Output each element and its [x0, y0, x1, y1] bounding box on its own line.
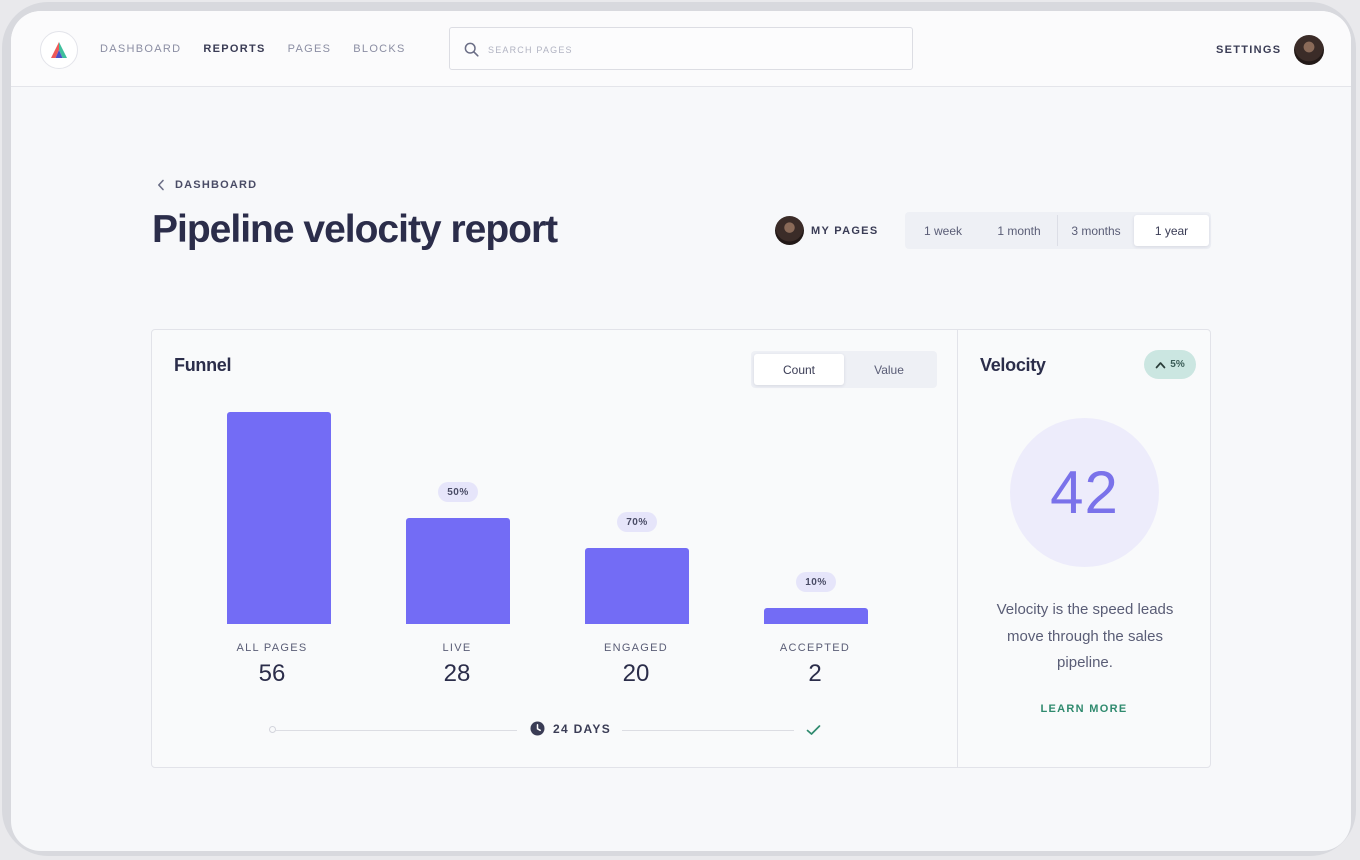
velocity-description: Velocity is the speed leads move through… — [996, 601, 1174, 671]
nav-item-blocks[interactable]: BLOCKS — [353, 43, 406, 55]
toggle-count[interactable]: Count — [754, 354, 844, 385]
search-input[interactable] — [486, 40, 890, 60]
app-screen: DASHBOARD REPORTS PAGES BLOCKS SETTINGS … — [11, 11, 1351, 851]
main-nav: DASHBOARD REPORTS PAGES BLOCKS — [100, 43, 406, 55]
nav-item-dashboard[interactable]: DASHBOARD — [100, 43, 182, 55]
velocity-value: 42 — [1050, 459, 1119, 526]
funnel-card: Funnel Count Value 50% 70% 10% ALL PAGES… — [151, 329, 958, 768]
range-1-year[interactable]: 1 year — [1134, 215, 1209, 246]
timeline-line-left — [276, 730, 517, 731]
learn-more-link[interactable]: LEARN MORE — [1040, 703, 1128, 715]
clock-icon — [530, 721, 545, 736]
check-icon — [806, 725, 821, 735]
toggle-value[interactable]: Value — [874, 362, 904, 377]
top-nav: DASHBOARD REPORTS PAGES BLOCKS SETTINGS — [11, 11, 1351, 87]
nav-item-reports[interactable]: REPORTS — [203, 43, 266, 55]
bar-all-pages — [227, 412, 331, 624]
trend-value: 5% — [1170, 359, 1185, 370]
conversion-badge-engaged: 70% — [617, 512, 657, 532]
logo-icon[interactable] — [40, 31, 78, 69]
range-3-months[interactable]: 3 months — [1071, 223, 1121, 238]
velocity-card: Velocity 5% 42 Velocity is the speed lea… — [957, 329, 1211, 768]
bar-live — [406, 518, 510, 624]
stage-value-engaged: 20 — [622, 660, 650, 687]
time-range-selector: 1 week 1 month 3 months 1 year — [905, 212, 1211, 249]
range-1-week[interactable]: 1 week — [923, 223, 963, 238]
user-avatar[interactable] — [1294, 35, 1324, 65]
search-icon — [464, 42, 479, 57]
duration-label: 24 DAYS — [553, 721, 612, 736]
bar-engaged — [585, 548, 689, 624]
settings-link[interactable]: SETTINGS — [1216, 44, 1282, 56]
duration-indicator: 24 DAYS — [530, 721, 611, 736]
bar-accepted — [764, 608, 868, 624]
chevron-left-icon — [157, 179, 164, 191]
chevron-up-icon — [1155, 361, 1166, 368]
breadcrumb-label: DASHBOARD — [175, 179, 258, 191]
conversion-badge-accepted: 10% — [796, 572, 836, 592]
page-title: Pipeline velocity report — [152, 208, 558, 251]
stage-label-live: LIVE — [442, 642, 472, 654]
timeline-line-right — [622, 730, 794, 731]
my-pages-filter[interactable]: MY PAGES — [811, 225, 879, 237]
stage-value-all-pages: 56 — [258, 660, 286, 687]
conversion-badge-live: 50% — [438, 482, 478, 502]
range-1-month[interactable]: 1 month — [981, 215, 1058, 246]
funnel-title: Funnel — [174, 355, 232, 375]
velocity-score: 42 — [1010, 418, 1159, 567]
stage-label-all-pages: ALL PAGES — [236, 642, 308, 654]
owner-avatar — [775, 216, 804, 245]
count-value-toggle: Count Value — [751, 351, 937, 388]
timeline-start-dot — [269, 726, 276, 733]
search-box[interactable] — [449, 27, 913, 70]
nav-item-pages[interactable]: PAGES — [287, 43, 332, 55]
stage-label-engaged: ENGAGED — [603, 642, 669, 654]
breadcrumb[interactable]: DASHBOARD — [157, 179, 257, 191]
stage-value-live: 28 — [443, 660, 471, 687]
stage-value-accepted: 2 — [808, 660, 822, 687]
velocity-title: Velocity — [980, 355, 1046, 375]
trend-badge: 5% — [1144, 350, 1196, 379]
stage-label-accepted: ACCEPTED — [779, 642, 851, 654]
